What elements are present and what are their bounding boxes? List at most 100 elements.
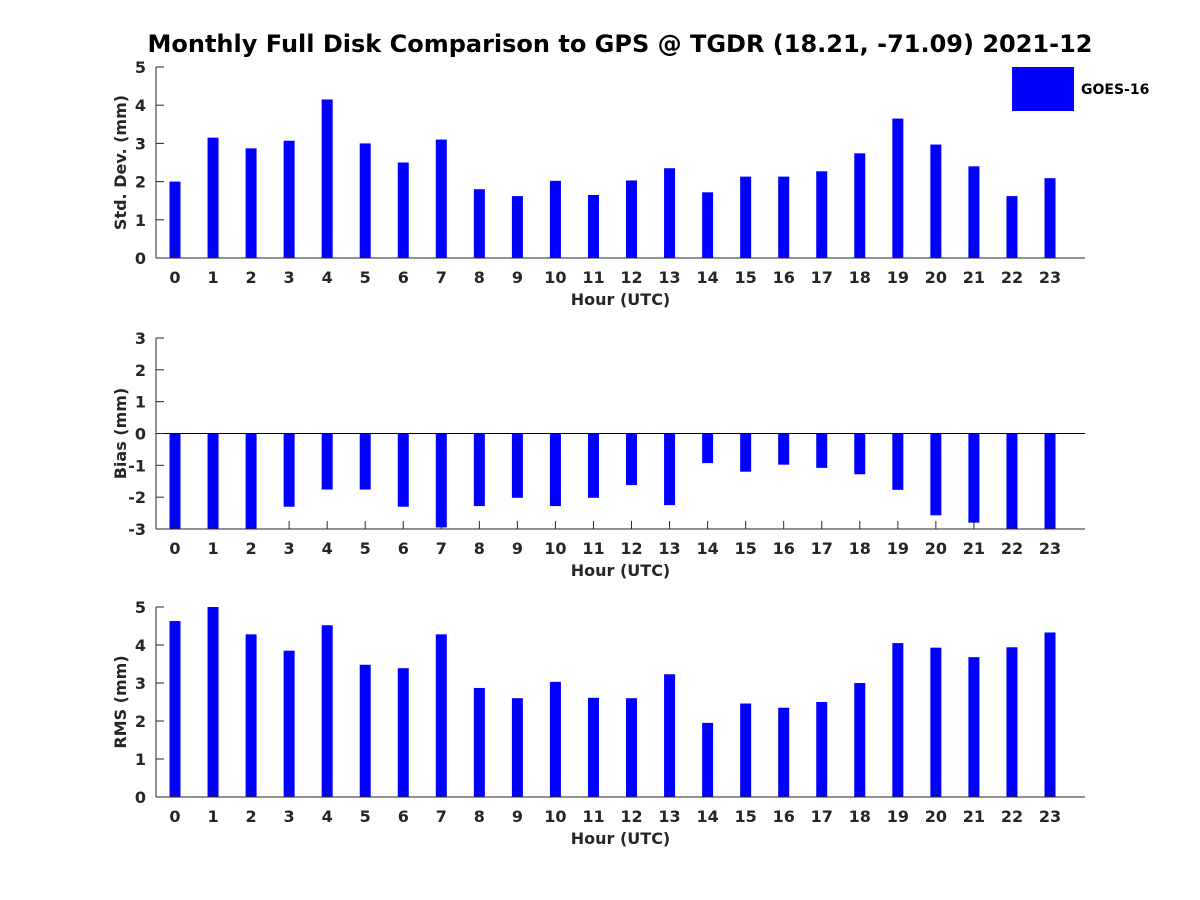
y-tick-label: 0 <box>135 788 146 807</box>
x-tick-label: 2 <box>246 807 257 826</box>
y-axis-label: Bias (mm) <box>111 388 130 480</box>
x-tick-label: 11 <box>582 268 604 287</box>
bar-hour-4 <box>321 99 333 258</box>
x-tick-label: 9 <box>512 268 523 287</box>
y-tick-label: 4 <box>135 636 146 655</box>
x-axis-label: Hour (UTC) <box>571 290 671 309</box>
x-tick-label: 14 <box>696 539 718 558</box>
y-tick-label: -2 <box>128 488 146 507</box>
bar-hour-19 <box>892 643 904 797</box>
x-tick-label: 22 <box>1001 539 1023 558</box>
bar-hour-20 <box>930 144 942 258</box>
bar-hour-8 <box>473 433 485 507</box>
y-tick-label: 1 <box>135 393 146 412</box>
bar-hour-5 <box>359 143 371 258</box>
x-tick-label: 21 <box>963 268 985 287</box>
bar-hour-15 <box>740 433 752 472</box>
x-tick-label: 4 <box>322 539 333 558</box>
bar-hour-22 <box>1006 196 1018 258</box>
bar-hour-23 <box>1044 632 1056 797</box>
x-tick-label: 0 <box>169 268 180 287</box>
bar-hour-14 <box>702 722 714 797</box>
y-tick-label: 4 <box>135 96 146 115</box>
x-tick-label: 11 <box>582 807 604 826</box>
bar-hour-22 <box>1006 433 1018 529</box>
y-tick-label: -3 <box>128 520 146 539</box>
y-tick-label: 0 <box>135 425 146 444</box>
bar-hour-21 <box>968 433 980 523</box>
x-tick-label: 1 <box>207 268 218 287</box>
x-tick-label: 10 <box>544 268 566 287</box>
bar-hour-6 <box>397 162 409 258</box>
bar-hour-23 <box>1044 433 1056 529</box>
y-axis-label: Std. Dev. (mm) <box>111 95 130 230</box>
bar-hour-3 <box>283 650 295 797</box>
x-tick-label: 9 <box>512 539 523 558</box>
bar-hour-10 <box>549 180 561 258</box>
bar-hour-17 <box>816 433 828 468</box>
bar-hour-18 <box>854 153 866 258</box>
x-tick-label: 9 <box>512 807 523 826</box>
bar-hour-15 <box>740 703 752 797</box>
x-tick-label: 1 <box>207 539 218 558</box>
bar-hour-12 <box>626 180 638 258</box>
y-axis-label: RMS (mm) <box>111 655 130 748</box>
x-tick-label: 7 <box>436 539 447 558</box>
x-tick-label: 18 <box>849 539 871 558</box>
x-tick-label: 4 <box>322 268 333 287</box>
bar-hour-21 <box>968 166 980 258</box>
y-tick-label: -1 <box>128 456 146 475</box>
x-tick-label: 2 <box>246 539 257 558</box>
bar-hour-9 <box>511 698 523 797</box>
bar-hour-17 <box>816 702 828 797</box>
y-tick-label: 3 <box>135 134 146 153</box>
bar-hour-11 <box>587 194 599 258</box>
x-tick-label: 14 <box>696 807 718 826</box>
bar-hour-23 <box>1044 178 1056 258</box>
bar-hour-1 <box>207 607 219 797</box>
bar-hour-19 <box>892 118 904 258</box>
bar-hour-13 <box>664 674 676 797</box>
bar-hour-22 <box>1006 647 1018 797</box>
bar-hour-13 <box>664 433 676 506</box>
x-tick-label: 17 <box>811 268 833 287</box>
bar-hour-17 <box>816 171 828 258</box>
x-tick-label: 6 <box>398 539 409 558</box>
bar-hour-14 <box>702 192 714 258</box>
x-tick-label: 19 <box>887 807 909 826</box>
legend: GOES-16 <box>1012 67 1149 111</box>
x-tick-label: 3 <box>284 539 295 558</box>
x-axis-label: Hour (UTC) <box>571 561 671 580</box>
x-tick-label: 23 <box>1039 807 1061 826</box>
x-tick-label: 17 <box>811 539 833 558</box>
x-tick-label: 13 <box>658 539 680 558</box>
y-tick-label: 3 <box>135 674 146 693</box>
bar-hour-4 <box>321 625 333 797</box>
x-tick-label: 7 <box>436 268 447 287</box>
bar-hour-8 <box>473 687 485 797</box>
y-tick-label: 1 <box>135 211 146 230</box>
bar-hour-19 <box>892 433 904 490</box>
bar-hour-3 <box>283 140 295 258</box>
x-tick-label: 6 <box>398 268 409 287</box>
x-tick-label: 19 <box>887 539 909 558</box>
x-tick-label: 5 <box>360 539 371 558</box>
bar-hour-11 <box>587 433 599 498</box>
bar-hour-21 <box>968 657 980 797</box>
bar-hour-12 <box>626 698 638 797</box>
x-tick-label: 5 <box>360 807 371 826</box>
bar-hour-2 <box>245 433 257 529</box>
x-tick-label: 8 <box>474 539 485 558</box>
bar-hour-6 <box>397 668 409 797</box>
x-tick-label: 15 <box>735 807 757 826</box>
bar-hour-1 <box>207 137 219 258</box>
bar-hour-7 <box>435 139 447 258</box>
x-tick-label: 16 <box>773 539 795 558</box>
x-tick-label: 13 <box>658 268 680 287</box>
x-tick-label: 23 <box>1039 268 1061 287</box>
x-tick-label: 18 <box>849 268 871 287</box>
x-tick-label: 13 <box>658 807 680 826</box>
y-tick-label: 2 <box>135 712 146 731</box>
x-tick-label: 0 <box>169 539 180 558</box>
